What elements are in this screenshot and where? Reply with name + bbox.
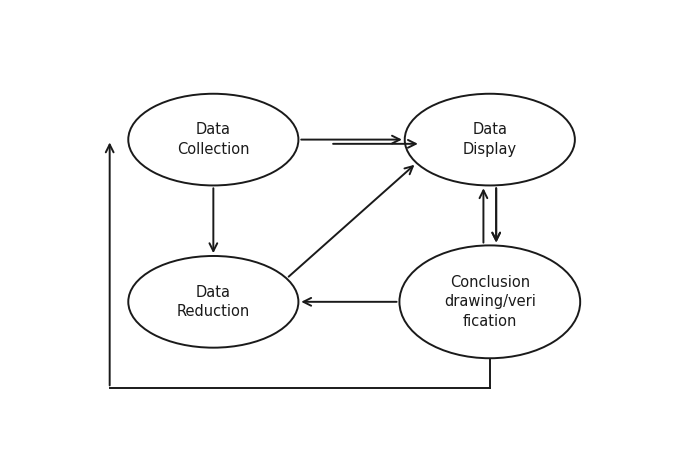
Ellipse shape <box>128 256 298 348</box>
Text: Data
Display: Data Display <box>463 122 517 157</box>
Text: Conclusion
drawing/veri
fication: Conclusion drawing/veri fication <box>444 275 536 328</box>
Text: Data
Reduction: Data Reduction <box>177 285 250 319</box>
Ellipse shape <box>128 94 298 185</box>
Ellipse shape <box>399 245 580 358</box>
Ellipse shape <box>405 94 575 185</box>
Text: Data
Collection: Data Collection <box>177 122 250 157</box>
